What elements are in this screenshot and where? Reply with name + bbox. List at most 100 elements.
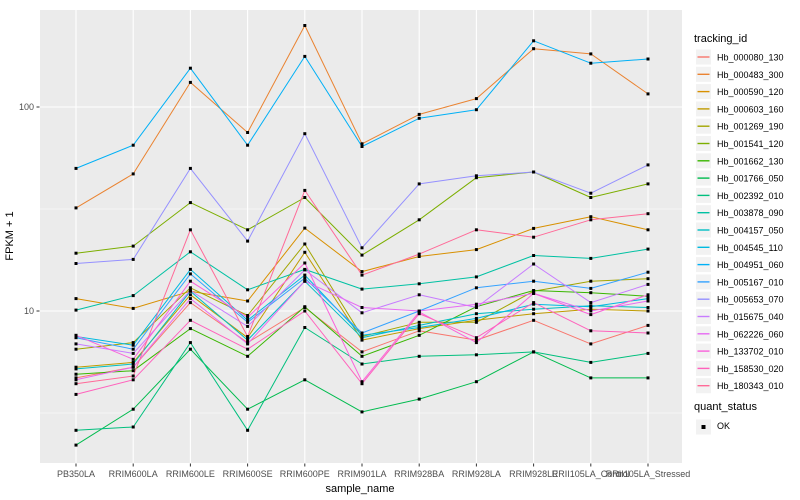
legend-label: Hb_062226_060	[717, 329, 784, 339]
data-point-Hb_158530_020	[474, 336, 478, 340]
legend-label: Hb_001541_120	[717, 139, 784, 149]
data-point-Hb_003878_090	[646, 247, 650, 251]
data-point-Hb_158530_020	[188, 318, 192, 322]
data-point-Hb_133702_010	[474, 341, 478, 345]
data-point-Hb_005653_070	[303, 132, 307, 136]
data-point-Hb_001541_120	[74, 251, 78, 255]
data-point-Hb_003878_090	[532, 254, 536, 257]
data-point-Hb_000590_120	[417, 255, 421, 258]
legend-title-quant-status: quant_status	[694, 401, 757, 413]
data-point-Hb_000603_160	[646, 309, 650, 313]
legend-label: Hb_004157_050	[717, 226, 784, 236]
data-point-Hb_005653_070	[74, 262, 78, 265]
data-point-Hb_158530_020	[589, 329, 593, 333]
data-point-Hb_133702_010	[360, 380, 364, 384]
data-point-Hb_005167_010	[532, 279, 536, 283]
data-point-Hb_062226_060	[646, 299, 650, 303]
data-point-Hb_002392_010	[532, 350, 536, 354]
data-point-Hb_003878_090	[246, 288, 250, 292]
data-point-Hb_180343_010	[303, 188, 307, 192]
legend-label: Hb_000590_120	[717, 87, 784, 97]
data-point-Hb_005653_070	[646, 163, 650, 167]
data-point-Hb_133702_010	[303, 261, 307, 265]
data-point-Hb_001662_130	[246, 354, 250, 358]
data-point-Hb_180343_010	[246, 335, 250, 338]
data-point-Hb_004157_050	[131, 362, 135, 366]
data-point-Hb_000080_130	[360, 350, 364, 354]
x-tick-label: PB350LA	[57, 469, 95, 479]
data-point-Hb_001269_190	[131, 341, 135, 345]
data-point-Hb_004951_060	[74, 166, 78, 170]
data-point-Hb_158530_020	[246, 347, 250, 351]
data-point-Hb_133702_010	[188, 279, 192, 283]
data-point-Hb_001766_050	[303, 378, 307, 382]
data-point-Hb_000483_300	[246, 131, 250, 134]
data-point-Hb_004545_110	[303, 273, 307, 277]
x-tick-label: RRII105LA_Stressed	[606, 469, 691, 479]
data-point-Hb_005167_010	[589, 286, 593, 290]
data-point-Hb_004157_050	[646, 306, 650, 309]
data-point-Hb_002392_010	[646, 351, 650, 355]
data-point-Hb_180343_010	[74, 382, 78, 386]
data-point-Hb_001541_120	[474, 176, 478, 180]
data-point-Hb_005167_010	[303, 276, 307, 280]
data-point-Hb_000080_130	[589, 342, 593, 346]
data-point-Hb_133702_010	[589, 313, 593, 317]
data-point-Hb_180343_010	[417, 252, 421, 256]
data-point-Hb_001541_120	[303, 196, 307, 199]
data-point-Hb_000603_160	[74, 365, 78, 369]
data-point-Hb_004157_050	[74, 367, 78, 371]
data-point-Hb_005167_010	[246, 320, 250, 324]
data-point-Hb_001662_130	[188, 327, 192, 331]
data-point-Hb_001269_190	[589, 279, 593, 283]
legend-quant-ok-label: OK	[717, 421, 731, 431]
x-axis-title: sample_name	[325, 483, 395, 495]
data-point-Hb_001766_050	[646, 376, 650, 380]
y-axis-title: FPKM + 1	[4, 211, 16, 261]
data-point-Hb_004545_110	[646, 297, 650, 301]
legend-label: Hb_004951_060	[717, 260, 784, 270]
data-point-Hb_001662_130	[417, 333, 421, 337]
legend-label: Hb_158530_020	[717, 364, 784, 374]
data-point-Hb_000603_160	[360, 338, 364, 342]
legend-label: Hb_004545_110	[717, 243, 783, 253]
data-point-Hb_001269_190	[246, 314, 250, 317]
x-tick-label: RRIM600LE	[166, 469, 215, 479]
data-point-Hb_004951_060	[360, 145, 364, 148]
data-point-Hb_000483_300	[360, 142, 364, 146]
x-tick-label: RRIM928LA	[452, 469, 501, 479]
x-tick-label: RRIM600SE	[223, 469, 273, 479]
data-point-Hb_000603_160	[131, 360, 135, 364]
data-point-Hb_000483_300	[589, 52, 593, 56]
data-point-Hb_003878_090	[474, 275, 478, 279]
data-point-Hb_000590_120	[589, 215, 593, 219]
data-point-Hb_001541_120	[417, 218, 421, 222]
data-point-Hb_004157_050	[360, 336, 364, 340]
data-point-Hb_133702_010	[131, 357, 135, 361]
data-point-Hb_004951_060	[131, 143, 135, 147]
data-point-Hb_005167_010	[188, 272, 192, 276]
data-point-Hb_000483_300	[532, 47, 536, 51]
data-point-Hb_005653_070	[131, 257, 135, 261]
data-point-Hb_004951_060	[303, 54, 307, 58]
legend-label: Hb_133702_010	[717, 347, 784, 357]
data-point-Hb_180343_010	[589, 218, 593, 222]
legend-title-tracking-id: tracking_id	[694, 33, 748, 45]
data-point-Hb_005167_010	[360, 331, 364, 335]
data-point-Hb_005653_070	[417, 182, 421, 186]
legend-label: Hb_180343_010	[717, 381, 784, 391]
data-point-Hb_001766_050	[131, 407, 135, 411]
data-point-Hb_062226_060	[360, 306, 364, 309]
data-point-Hb_000603_160	[188, 293, 192, 297]
legend-label: Hb_001662_130	[717, 156, 784, 166]
data-point-Hb_062226_060	[474, 302, 478, 306]
data-point-Hb_001541_120	[188, 201, 192, 205]
data-point-Hb_004545_110	[532, 302, 536, 306]
data-point-Hb_005653_070	[246, 239, 250, 243]
data-point-Hb_004545_110	[417, 326, 421, 329]
data-point-Hb_001269_190	[646, 277, 650, 281]
data-point-Hb_004951_060	[589, 61, 593, 65]
data-point-Hb_001269_190	[303, 242, 307, 246]
data-point-Hb_000483_300	[646, 92, 650, 96]
